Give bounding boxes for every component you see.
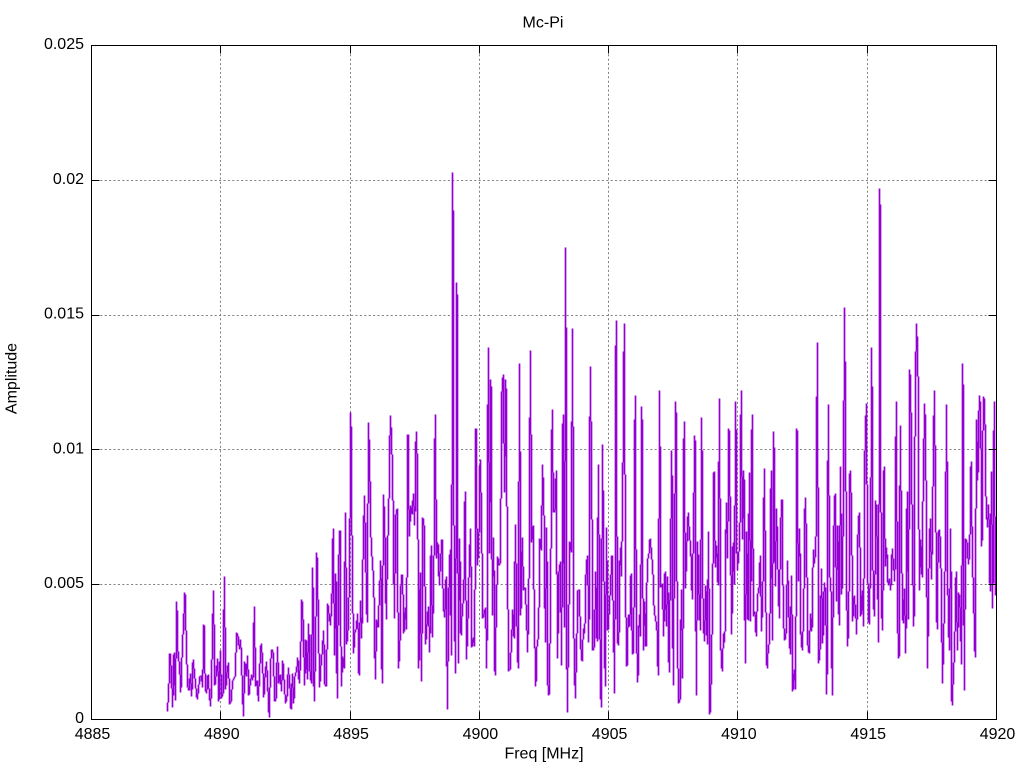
svg-text:0: 0 [75,710,84,727]
svg-text:0.015: 0.015 [44,306,84,323]
svg-text:Amplitude: Amplitude [4,343,21,414]
svg-text:0.02: 0.02 [53,171,84,188]
svg-text:4885: 4885 [75,726,111,743]
svg-text:4915: 4915 [850,726,886,743]
svg-text:Mc-Pi: Mc-Pi [523,15,564,32]
svg-text:4910: 4910 [721,726,757,743]
svg-text:4905: 4905 [592,726,628,743]
svg-text:4920: 4920 [980,726,1016,743]
svg-text:Freq [MHz]: Freq [MHz] [504,746,583,763]
svg-text:0.01: 0.01 [53,440,84,457]
svg-text:4900: 4900 [463,726,499,743]
svg-text:0.025: 0.025 [44,36,84,53]
svg-text:0.005: 0.005 [44,575,84,592]
svg-text:4890: 4890 [204,726,240,743]
svg-text:4895: 4895 [333,726,369,743]
